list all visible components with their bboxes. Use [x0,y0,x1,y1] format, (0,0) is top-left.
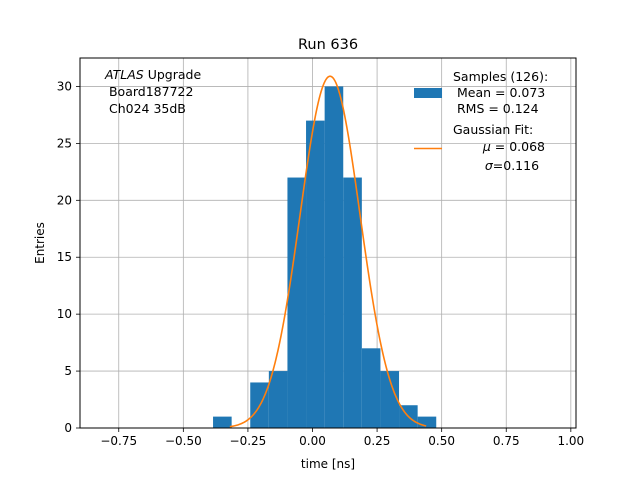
sigma-value: =0.116 [493,158,539,173]
atlas-italic-text: ATLAS [104,67,144,82]
x-tick-label-3: 0.00 [299,434,326,448]
gaussian-fit-curve [229,75,427,428]
histogram-bar-8 [361,348,381,428]
x-tick-label-1: −0.50 [165,434,202,448]
chart-title: Run 636 [298,37,358,53]
plot-frame [79,57,577,429]
mu-symbol: μ [482,139,491,154]
x-tick-label-0: −0.75 [100,434,137,448]
upgrade-text: Upgrade [144,67,202,82]
sigma-symbol: σ [485,158,494,173]
histogram-bar-0 [213,416,232,428]
legend-hist-mean: Mean = 0.073 [453,85,545,100]
histogram-bar-9 [380,371,400,428]
x-tick-label-5: 0.50 [428,434,455,448]
x-tick-label-2: −0.25 [230,434,267,448]
x-axis-label: time [ns] [301,457,355,471]
legend: Samples (126): Mean = 0.073 RMS = 0.124 … [414,69,565,173]
histogram-bar-7 [343,177,362,428]
legend-fit-title: Gaussian Fit: [453,122,533,137]
legend-hist-swatch [414,88,442,98]
annotation-line-2: Board187722 [105,84,193,99]
atlas-annotation: ATLAS Upgrade Board187722 Ch024 35dB [104,67,201,116]
y-tick-label-3: 15 [57,250,72,264]
histogram-bar-4 [287,177,307,428]
y-tick-label-4: 20 [57,193,72,207]
y-tick-label-1: 5 [64,364,72,378]
x-tick-label-7: 1.00 [557,434,584,448]
y-axis-label: Entries [33,222,47,264]
x-tick-label-4: 0.25 [364,434,391,448]
y-axis: 0 5 10 15 20 25 30 [57,79,80,435]
legend-fit-sigma: σ=0.116 [457,158,559,173]
histogram-bar-3 [268,371,288,428]
mu-value: = 0.068 [491,139,545,154]
y-tick-label-2: 10 [57,307,72,321]
annotation-line-1: ATLAS Upgrade [104,67,201,82]
y-tick-label-0: 0 [64,421,72,435]
legend-hist-title: Samples (126): [453,69,548,84]
histogram-bar-11 [417,416,437,428]
histogram-bar-6 [324,86,344,428]
y-tick-label-6: 30 [57,79,72,93]
x-tick-label-6: 0.75 [493,434,520,448]
histogram-bar-5 [306,120,325,428]
annotation-line-3: Ch024 35dB [105,101,186,116]
histogram-bars [213,86,437,428]
x-axis: −0.75 −0.50 −0.25 0.00 0.25 0.50 0.75 1.00 [100,428,584,448]
gaussian-fit-curve-group [229,75,427,428]
y-tick-label-5: 25 [57,136,72,150]
legend-hist-rms: RMS = 0.124 [453,101,539,116]
legend-fit-mu: μ = 0.068 [455,139,565,154]
